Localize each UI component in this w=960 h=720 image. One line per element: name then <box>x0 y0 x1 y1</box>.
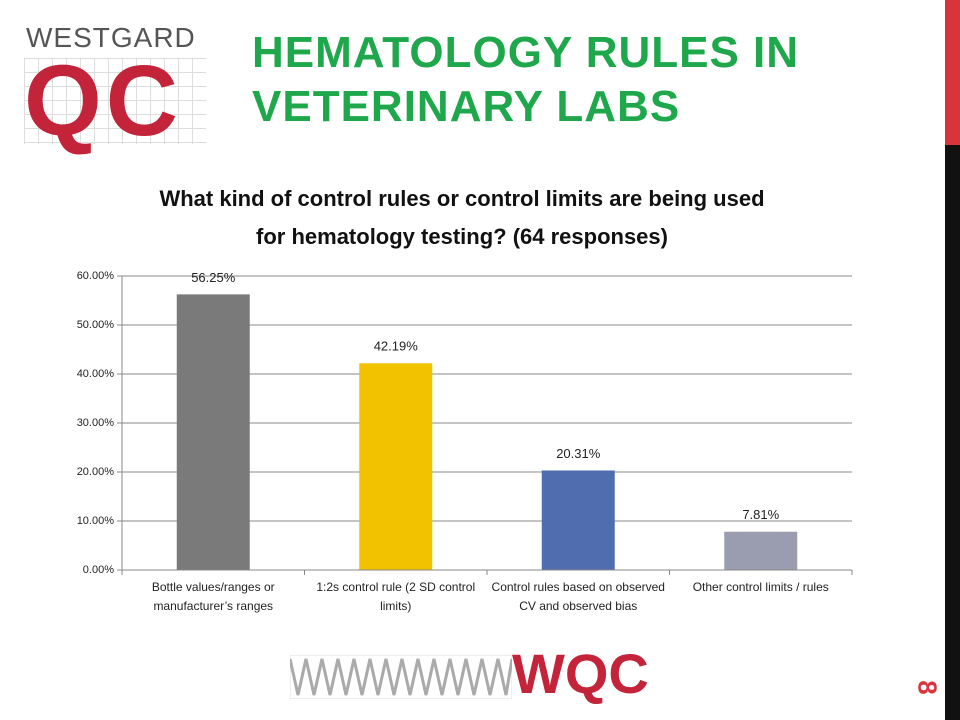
side-bar <box>945 0 960 720</box>
logo-grid <box>24 58 206 144</box>
value-label: 42.19% <box>374 339 419 354</box>
side-bar-accent <box>945 0 960 145</box>
y-tick-label: 30.00% <box>77 417 115 429</box>
x-tick-label: Other control limits / rules <box>692 580 829 594</box>
logo-bottom: WQC <box>512 642 649 705</box>
logo-main: QC <box>24 45 182 157</box>
y-tick-label: 50.00% <box>77 319 115 331</box>
y-tick-label: 20.00% <box>77 466 115 478</box>
bar <box>541 470 615 570</box>
logo-zigzag <box>290 655 512 699</box>
value-label: 7.81% <box>742 507 779 522</box>
heading: HEMATOLOGY RULES IN VETERINARY LABS <box>252 28 800 131</box>
value-label: 56.25% <box>191 270 236 285</box>
x-tick-label: 1:2s control rule (2 SD control limits) <box>316 580 476 613</box>
bar <box>359 363 433 570</box>
value-label: 20.31% <box>556 446 601 461</box>
x-tick-label: Bottle values/ranges or manufacturer’s r… <box>151 580 275 613</box>
page-number: 8 <box>912 680 943 695</box>
bar <box>724 531 798 570</box>
chart-title: What kind of control rules or control li… <box>159 186 765 249</box>
y-tick-label: 40.00% <box>77 368 115 380</box>
x-tick-label: Control rules based on observed CV and o… <box>491 580 665 613</box>
y-tick-label: 0.00% <box>83 564 114 576</box>
y-tick-label: 60.00% <box>77 270 115 282</box>
chart: 0.00% 10.00% 20.00% 30.00% 40.00% 50.00% 60.00… <box>77 270 853 576</box>
y-tick-label: 10.00% <box>77 515 115 527</box>
bar <box>176 294 250 570</box>
logo-top: WESTGARD <box>26 22 196 53</box>
